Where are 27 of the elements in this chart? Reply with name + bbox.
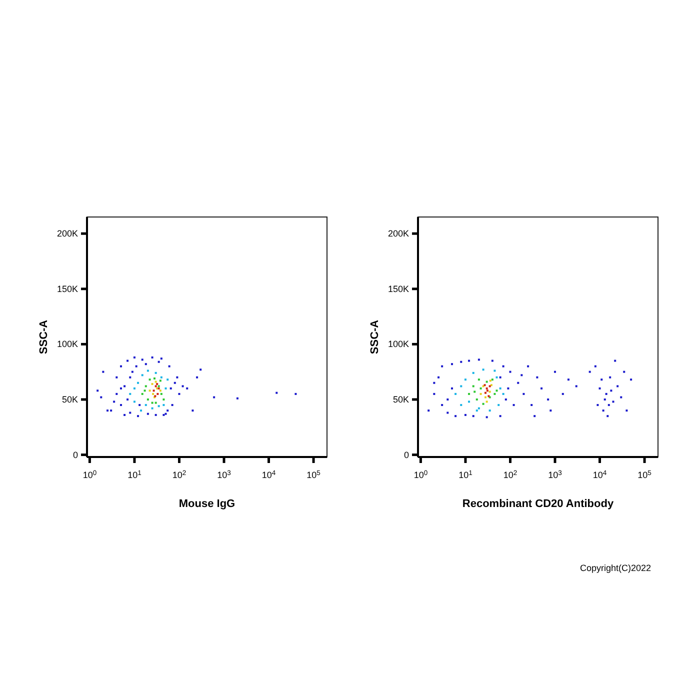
y-tick-label: 150K — [56, 284, 78, 294]
x-tick-label: 10$^{2}$ — [503, 470, 518, 480]
x-axis-title: Mouse IgG — [178, 498, 236, 510]
y-axis-title: SSC-A — [38, 320, 50, 354]
x-tick-label: 10$^{3}$ — [548, 470, 562, 480]
x-tick-label: 10$^{3}$ — [217, 470, 232, 480]
text: Copyright(C)2022 — [580, 563, 651, 573]
x-tick-label: 10$^{4}$ — [262, 470, 276, 480]
x-tick-label: 10$^{0}$ — [82, 470, 97, 480]
x-tick-label: 10$^{0}$ — [414, 470, 428, 480]
y-tick-label: 0 — [404, 450, 409, 460]
x-tick-label: 10$^{1}$ — [128, 470, 142, 480]
x-axis-title: Recombinant CD20 Antibody — [462, 498, 614, 510]
y-tick-label: 200K — [388, 228, 409, 239]
y-tick-label: 100K — [388, 339, 409, 350]
y-tick-label: 0 — [72, 450, 78, 460]
x-tick-label: 10$^{5}$ — [638, 470, 652, 480]
x-tick-label: 10$^{1}$ — [458, 470, 473, 480]
x-tick-label: 10$^{2}$ — [172, 470, 186, 480]
y-tick-label: 200K — [56, 228, 78, 239]
x-tick-label: 10$^{5}$ — [306, 470, 321, 480]
y-axis-title: SSC-A — [369, 320, 381, 354]
y-tick-label: 50K — [62, 394, 78, 404]
x-tick-label: 10$^{4}$ — [592, 470, 607, 480]
y-tick-label: 50K — [392, 394, 409, 404]
y-tick-label: 150K — [388, 284, 409, 294]
y-tick-label: 100K — [56, 339, 78, 350]
